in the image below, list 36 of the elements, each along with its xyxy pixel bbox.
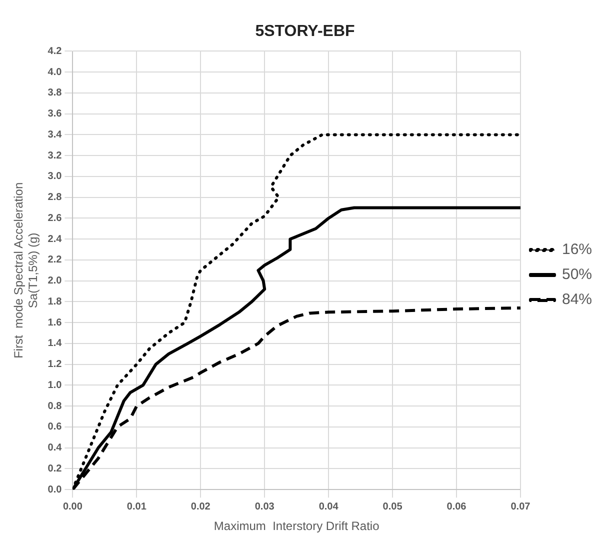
y-tick-label: 4.0 <box>48 66 62 78</box>
y-tick-label: 1.2 <box>48 359 62 370</box>
x-tick-label: 0.00 <box>62 501 83 512</box>
x-tick-label: 0.06 <box>446 501 467 512</box>
chart-title: 5STORY-EBF <box>255 23 356 40</box>
y-tick-label: 4.2 <box>48 46 62 57</box>
x-tick-label: 0.02 <box>190 501 211 512</box>
y-tick-label: 3.0 <box>48 171 62 182</box>
y-axis-title: First mode Spectral Acceleration Sa(T1,5%) (g) <box>12 182 40 358</box>
x-tick-label: 0.07 <box>510 501 531 512</box>
y-tick-label: 1.6 <box>48 317 62 328</box>
legend-label: 84% <box>562 291 592 308</box>
y-tick-label: 2.2 <box>48 254 62 266</box>
x-tick-label: 0.04 <box>318 501 339 512</box>
x-tick-label: 0.01 <box>126 501 147 512</box>
y-tick-label: 0.2 <box>48 463 62 474</box>
y-tick-label: 3.6 <box>48 108 62 120</box>
y-tick-label: 2.6 <box>48 212 62 224</box>
y-tick-label: 0.0 <box>48 484 62 496</box>
y-tick-label: 3.2 <box>48 150 62 162</box>
y-tick-label: 3.8 <box>48 88 62 99</box>
y-tick-label: 0.4 <box>48 442 62 454</box>
legend-label: 50% <box>562 266 592 284</box>
y-tick-label: 0.6 <box>48 422 62 433</box>
y-tick-label: 3.4 <box>48 129 62 140</box>
y-tick-label: 0.8 <box>48 400 62 412</box>
y-tick-label: 2.8 <box>48 192 62 204</box>
x-tick-label: 0.05 <box>382 501 403 512</box>
y-tick-label: 1.8 <box>48 296 62 308</box>
y-tick-label: 2.0 <box>48 276 62 287</box>
y-tick-label: 1.0 <box>48 380 62 391</box>
legend-label: 16% <box>562 241 592 258</box>
x-tick-label: 0.03 <box>254 501 275 512</box>
y-tick-label: 1.4 <box>48 338 62 350</box>
x-axis-title: Maximum Interstory Drift Ratio <box>214 519 380 534</box>
y-tick-label: 2.4 <box>48 234 62 245</box>
